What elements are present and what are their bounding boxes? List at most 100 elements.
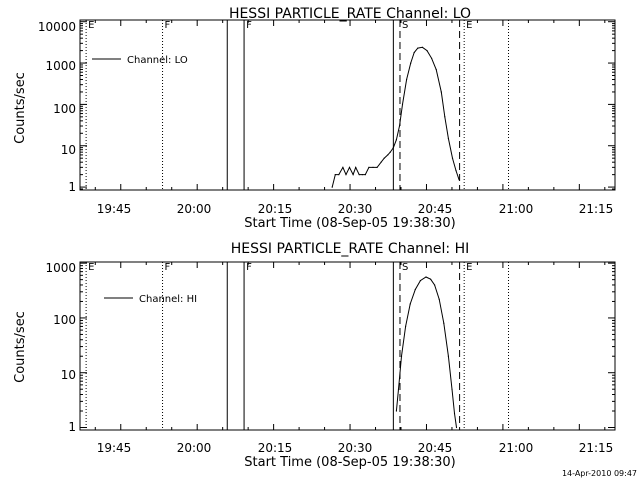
panel-hi-data-point	[409, 303, 411, 305]
panel-lo-data-point	[355, 166, 357, 168]
panel-lo-data-point	[417, 47, 419, 49]
panel-lo-y-tick-label: 100	[53, 102, 76, 116]
panel-hi-y-tick-label: 100	[53, 313, 76, 327]
panel-lo-data-point	[383, 157, 385, 159]
panel-lo-x-tick-label: 19:45	[97, 202, 132, 216]
panel-lo-marker-label: F	[246, 20, 252, 31]
panel-hi-x-tick-label: 21:00	[499, 441, 534, 455]
panel-lo-data-point	[372, 166, 374, 168]
panel-hi-marker-label: F	[165, 262, 171, 273]
panel-hi-data-point	[405, 325, 407, 327]
panel-lo-data-point	[406, 78, 408, 81]
panel-lo-data-point	[444, 116, 446, 118]
panel-lo-data-point	[334, 174, 336, 176]
panel-lo-data-point	[376, 166, 378, 168]
panel-lo-data-point	[348, 166, 351, 168]
panel-lo-data-point	[413, 51, 415, 54]
panel-hi-y-axis-title: Counts/sec	[13, 311, 28, 383]
panel-lo-y-axis-title: Counts/sec	[13, 72, 28, 144]
panel-lo-data-point	[426, 50, 428, 52]
panel-hi-marker-label: E	[466, 262, 472, 273]
panel-hi-data-point	[400, 355, 403, 357]
panel-lo-x-tick-label: 21:00	[499, 202, 534, 216]
panel-lo-data-point	[342, 166, 344, 168]
panel-lo-data-point	[395, 139, 397, 141]
panel-hi-marker-label: S	[402, 262, 408, 273]
panel-lo-data-point	[398, 125, 401, 127]
panel-lo-marker-label: F	[165, 20, 171, 31]
panel-hi-y-tick-labels: 1 10 100 1000	[45, 261, 76, 434]
panel-lo-data-point	[345, 174, 347, 176]
panel-lo-data-point	[364, 174, 366, 176]
panel-hi-data-point	[419, 280, 421, 282]
panel-hi-data-point	[443, 322, 445, 324]
panel-lo-data-point	[455, 170, 457, 172]
panel-hi-x-tick-label: 19:45	[97, 441, 132, 455]
panel-hi-y-tick-label: 1	[68, 420, 76, 434]
panel-hi-y-tick-label: 10	[61, 368, 76, 382]
panel-lo-data-point	[387, 154, 389, 156]
panel-hi-series-line-0	[395, 276, 457, 428]
panel-lo: HESSI PARTICLE_RATE Channel: LO 1 10 100…	[13, 6, 613, 231]
panel-lo-x-tick-label: 20:15	[258, 202, 293, 216]
panel-lo-data-point	[361, 174, 363, 176]
panel-lo-data-point	[358, 174, 360, 176]
panel-lo-data-point	[389, 151, 391, 153]
panel-hi-data-point	[438, 298, 440, 300]
panel-lo-y-tick-label: 10	[61, 143, 76, 157]
panel-lo-marker-label: S	[402, 20, 408, 31]
panel-lo-data-point	[352, 174, 354, 176]
panel-lo-data-point	[440, 91, 442, 93]
panel-hi-marker-label: F	[246, 262, 252, 273]
panel-hi-x-tick-label: 20:15	[258, 441, 293, 455]
panel-lo-x-tick-label: 20:00	[177, 202, 212, 216]
panel-lo-data-point	[401, 103, 404, 105]
footer-timestamp: 14-Apr-2010 09:47	[562, 469, 637, 478]
panel-hi-data-point	[434, 284, 436, 286]
panel-hi-y-tick-label: 1000	[45, 261, 76, 275]
panel-hi-x-tick-label: 21:15	[579, 441, 614, 455]
panel-hi-x-tick-label: 20:30	[338, 441, 373, 455]
panel-lo-x-tick-label: 21:15	[579, 202, 614, 216]
panel-hi-legend-label: Channel: HI	[139, 294, 197, 305]
panel-lo-series-line-0	[331, 46, 460, 188]
panel-lo-data-point	[431, 57, 433, 59]
panel-lo-data-point	[458, 179, 460, 181]
panel-hi-data-point	[453, 412, 456, 415]
panel-lo-data-point	[331, 186, 333, 188]
panel-hi-x-tick-label: 20:00	[177, 441, 212, 455]
panel-hi-x-tick-label: 20:45	[418, 441, 453, 455]
panel-lo-y-tick-label: 1	[68, 180, 76, 194]
panel-hi-x-axis-title: Start Time (08-Sep-05 19:38:30)	[244, 455, 455, 470]
panel-lo-data-point	[338, 174, 340, 176]
panel-hi-frame	[79, 261, 616, 431]
panel-lo-x-tick-label: 20:45	[418, 202, 453, 216]
panel-hi-data-point	[447, 355, 449, 357]
panel-lo-data-point	[421, 46, 423, 48]
panel-lo-data-point	[451, 157, 454, 159]
panel-hi-x-tick-labels: 19:45 20:00 20:15 20:30 20:45 21:00 21:1…	[97, 441, 614, 455]
panel-hi-marker-label: E	[88, 262, 94, 273]
panel-lo-legend-label: Channel: LO	[127, 55, 188, 66]
panel-lo-data-point	[368, 166, 370, 168]
panel-hi-data-point	[430, 278, 432, 280]
panel-lo-data-point	[435, 68, 437, 71]
panel-lo-x-tick-label: 20:30	[338, 202, 373, 216]
panel-hi-data-point	[395, 410, 397, 412]
panel-lo-title: HESSI PARTICLE_RATE Channel: LO	[229, 6, 471, 22]
panel-hi-data-point	[451, 388, 453, 390]
panel-hi: HESSI PARTICLE_RATE Channel: HI 1 10 100…	[13, 241, 613, 470]
panel-hi-data-point	[397, 388, 400, 390]
panel-lo-data-point	[380, 161, 382, 163]
panel-lo-y-tick-label: 10000	[38, 20, 76, 34]
panel-lo-data-point	[392, 147, 394, 149]
panel-lo-x-tick-labels: 19:45 20:00 20:15 20:30 20:45 21:00 21:1…	[97, 202, 614, 216]
panel-lo-data-point	[447, 137, 449, 140]
panel-lo-y-tick-label: 1000	[45, 59, 76, 73]
panel-lo-marker-label: E	[466, 20, 472, 31]
panel-lo-frame	[79, 19, 616, 191]
panel-hi-data-point	[425, 276, 427, 278]
